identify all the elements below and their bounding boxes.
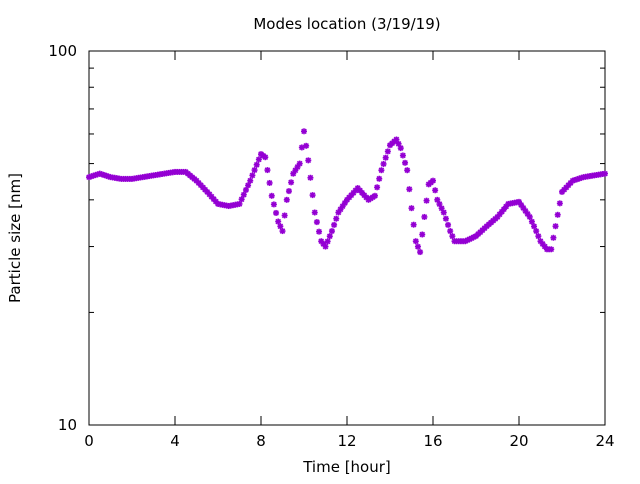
data-point <box>311 209 318 216</box>
data-point <box>275 218 282 225</box>
data-point <box>421 213 428 220</box>
x-tick-label: 16 <box>423 432 442 450</box>
data-point <box>279 228 286 235</box>
data-point <box>531 223 538 230</box>
y-tick-labels: 10 100 <box>48 42 77 434</box>
data-point <box>432 187 439 194</box>
data-point <box>309 192 316 199</box>
data-point <box>301 128 307 135</box>
data-point <box>303 142 310 149</box>
data-point <box>410 221 417 228</box>
data-point <box>331 221 338 228</box>
data-point <box>516 198 522 205</box>
data-point <box>380 160 387 167</box>
data-point <box>273 209 280 216</box>
data-point <box>296 160 303 167</box>
data-point <box>414 243 421 250</box>
data-point <box>277 223 284 230</box>
data-point <box>326 233 333 240</box>
data-point <box>238 196 245 203</box>
x-tick-label: 12 <box>337 432 356 450</box>
data-point <box>548 246 555 253</box>
data-point <box>602 170 608 177</box>
y-minor-ticks <box>89 67 605 313</box>
y-tick-label: 100 <box>48 42 77 60</box>
data-points <box>86 128 608 256</box>
axis-major-ticks <box>88 50 606 426</box>
data-point <box>236 200 243 207</box>
data-point <box>376 175 383 182</box>
data-point <box>247 177 254 184</box>
data-point <box>397 145 404 152</box>
data-point <box>242 186 249 193</box>
data-point <box>288 179 295 186</box>
x-axis-label: Time [hour] <box>302 458 391 476</box>
data-point <box>268 192 275 199</box>
data-point <box>408 205 415 212</box>
data-point <box>333 215 340 222</box>
data-point <box>255 156 262 163</box>
x-tick-label: 8 <box>256 432 266 450</box>
data-point <box>285 188 292 195</box>
data-point <box>535 233 542 240</box>
data-point <box>399 152 406 159</box>
data-point <box>249 172 256 179</box>
data-point <box>245 182 252 189</box>
x-tick-label: 20 <box>509 432 528 450</box>
data-point <box>324 238 331 245</box>
data-point <box>251 167 258 174</box>
data-point <box>240 191 247 198</box>
data-point <box>382 154 389 161</box>
data-point <box>307 174 314 181</box>
data-point <box>447 228 454 235</box>
data-point <box>264 167 271 174</box>
x-tick-label: 24 <box>595 432 614 450</box>
data-point <box>550 234 557 241</box>
data-point <box>316 228 323 235</box>
data-point <box>371 192 378 199</box>
data-point <box>283 196 290 203</box>
y-tick-label: 10 <box>58 416 77 434</box>
data-point <box>374 184 381 191</box>
data-point <box>556 200 563 207</box>
data-point <box>270 201 277 208</box>
data-point <box>417 249 424 256</box>
data-point <box>378 167 385 174</box>
x-tick-label: 0 <box>84 432 94 450</box>
data-point <box>442 215 449 222</box>
data-point <box>406 186 413 193</box>
x-tick-labels: 0 4 8 12 16 20 24 <box>84 432 614 450</box>
x-tick-label: 4 <box>170 432 180 450</box>
data-point <box>440 209 447 216</box>
data-point <box>322 243 329 250</box>
data-point <box>526 213 533 220</box>
data-point <box>533 228 540 235</box>
data-point <box>528 218 535 225</box>
data-point <box>404 167 411 174</box>
data-point <box>419 231 426 238</box>
data-point <box>430 177 436 184</box>
data-point <box>402 159 409 166</box>
data-point <box>423 197 430 204</box>
data-point <box>313 219 320 226</box>
data-point <box>262 154 269 161</box>
data-point <box>281 212 288 219</box>
data-point <box>554 211 561 218</box>
data-point <box>328 228 335 235</box>
chart-title: Modes location (3/19/19) <box>253 15 440 33</box>
data-point <box>253 161 260 168</box>
data-point <box>449 233 456 240</box>
y-axis-label: Particle size [nm] <box>6 173 24 303</box>
data-point <box>266 179 273 186</box>
plot-area-frame <box>88 50 606 426</box>
data-point <box>384 148 391 155</box>
data-point <box>445 221 452 228</box>
data-point <box>412 238 419 245</box>
data-point <box>552 223 559 230</box>
data-point <box>305 157 312 164</box>
